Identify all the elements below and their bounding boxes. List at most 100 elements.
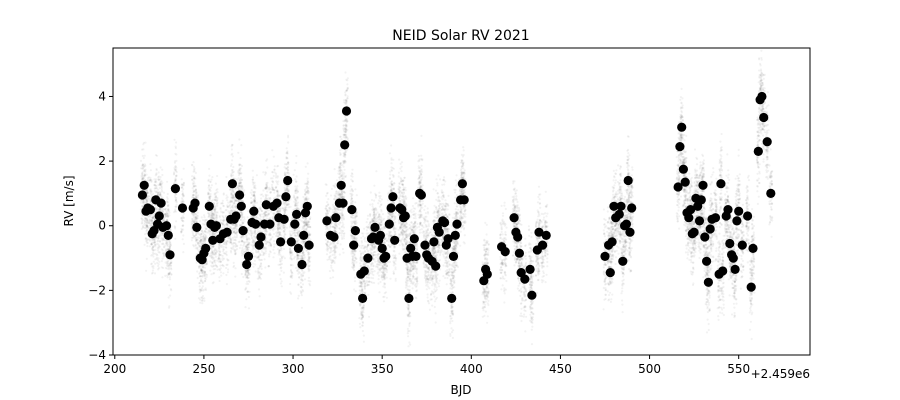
haze-dot xyxy=(140,205,144,208)
haze-dot xyxy=(170,268,173,271)
haze-dot xyxy=(155,208,158,211)
haze-dot xyxy=(198,233,201,236)
haze-dot xyxy=(253,259,256,262)
haze-dot xyxy=(232,261,235,264)
haze-dot xyxy=(158,240,162,243)
haze-dot xyxy=(181,219,184,222)
haze-dot xyxy=(268,255,271,258)
haze-dot xyxy=(283,174,287,177)
haze-dot xyxy=(181,193,184,197)
haze-dot xyxy=(182,200,185,203)
haze-dot xyxy=(340,169,343,172)
haze-dot xyxy=(325,194,328,197)
haze-dot xyxy=(222,252,226,255)
haze-dot xyxy=(182,184,185,187)
haze-dot xyxy=(182,167,185,170)
haze-dot xyxy=(301,258,304,261)
haze-dot xyxy=(232,165,235,169)
haze-dot xyxy=(166,215,169,218)
haze-dot xyxy=(342,218,345,221)
haze-dot xyxy=(333,222,336,226)
haze-dot xyxy=(158,193,162,196)
haze-dot xyxy=(339,149,342,152)
haze-dot xyxy=(151,246,154,249)
haze-dot xyxy=(271,185,274,188)
haze-dot xyxy=(149,199,152,203)
haze-dot xyxy=(145,225,149,228)
haze-dot xyxy=(272,248,275,251)
haze-dot xyxy=(253,240,256,243)
haze-dot xyxy=(287,163,290,166)
haze-dot xyxy=(234,239,237,242)
haze-dot xyxy=(252,194,256,197)
haze-dot xyxy=(191,212,194,215)
haze-dot xyxy=(167,204,170,207)
haze-dot xyxy=(191,164,194,167)
haze-dot xyxy=(203,270,207,273)
haze-dot xyxy=(142,156,145,160)
haze-dot xyxy=(240,272,243,276)
haze-dot xyxy=(148,179,151,182)
haze-dot xyxy=(234,226,237,229)
haze-dot xyxy=(279,258,282,261)
haze-dot xyxy=(142,218,145,221)
haze-dot xyxy=(160,231,163,234)
haze-dot xyxy=(240,178,243,181)
haze-dot xyxy=(215,249,218,253)
haze-dot xyxy=(230,191,233,194)
haze-dot xyxy=(150,178,153,181)
haze-dot xyxy=(180,217,183,220)
haze-dot xyxy=(263,258,266,261)
haze-dot xyxy=(191,182,194,185)
haze-dot xyxy=(307,251,310,254)
haze-dot xyxy=(200,232,203,235)
haze-dot xyxy=(170,289,173,292)
haze-dot xyxy=(212,212,215,215)
haze-dot xyxy=(195,191,198,194)
haze-dot xyxy=(159,233,162,236)
haze-dot xyxy=(168,247,171,250)
haze-dot xyxy=(229,239,233,242)
haze-dot xyxy=(196,215,199,218)
haze-dot xyxy=(278,249,281,253)
haze-dot xyxy=(275,174,278,177)
haze-dot xyxy=(301,252,304,255)
haze-dot xyxy=(247,246,250,249)
haze-dot xyxy=(142,148,145,151)
haze-dot xyxy=(158,191,161,194)
haze-dot xyxy=(210,256,213,259)
haze-dot xyxy=(250,236,253,239)
haze-dot xyxy=(162,252,165,255)
haze-dot xyxy=(145,223,148,227)
haze-dot xyxy=(200,299,204,302)
haze-dot xyxy=(164,212,167,216)
haze-dot xyxy=(175,174,178,177)
haze-dot xyxy=(253,236,256,239)
haze-dot xyxy=(284,189,287,192)
haze-dot xyxy=(288,247,292,251)
haze-dot xyxy=(191,178,194,181)
haze-dot xyxy=(162,255,165,258)
haze-dot xyxy=(326,212,329,215)
haze-dot xyxy=(146,220,149,223)
haze-dot xyxy=(205,275,208,279)
haze-dot xyxy=(254,187,257,190)
haze-dot xyxy=(218,252,221,255)
haze-dot xyxy=(225,175,228,179)
haze-dot xyxy=(288,232,292,235)
haze-dot xyxy=(250,189,253,192)
haze-dot xyxy=(160,194,163,197)
haze-dot xyxy=(146,192,149,195)
haze-dot xyxy=(157,175,161,178)
haze-dot xyxy=(161,249,164,252)
haze-dot xyxy=(269,244,272,247)
haze-dot xyxy=(338,253,341,256)
haze-dot xyxy=(167,296,170,299)
haze-dot xyxy=(225,197,228,200)
haze-dot xyxy=(141,173,144,177)
haze-dot xyxy=(225,253,228,257)
haze-dot xyxy=(141,221,144,224)
haze-dot xyxy=(175,175,178,178)
haze-dot xyxy=(339,162,342,165)
